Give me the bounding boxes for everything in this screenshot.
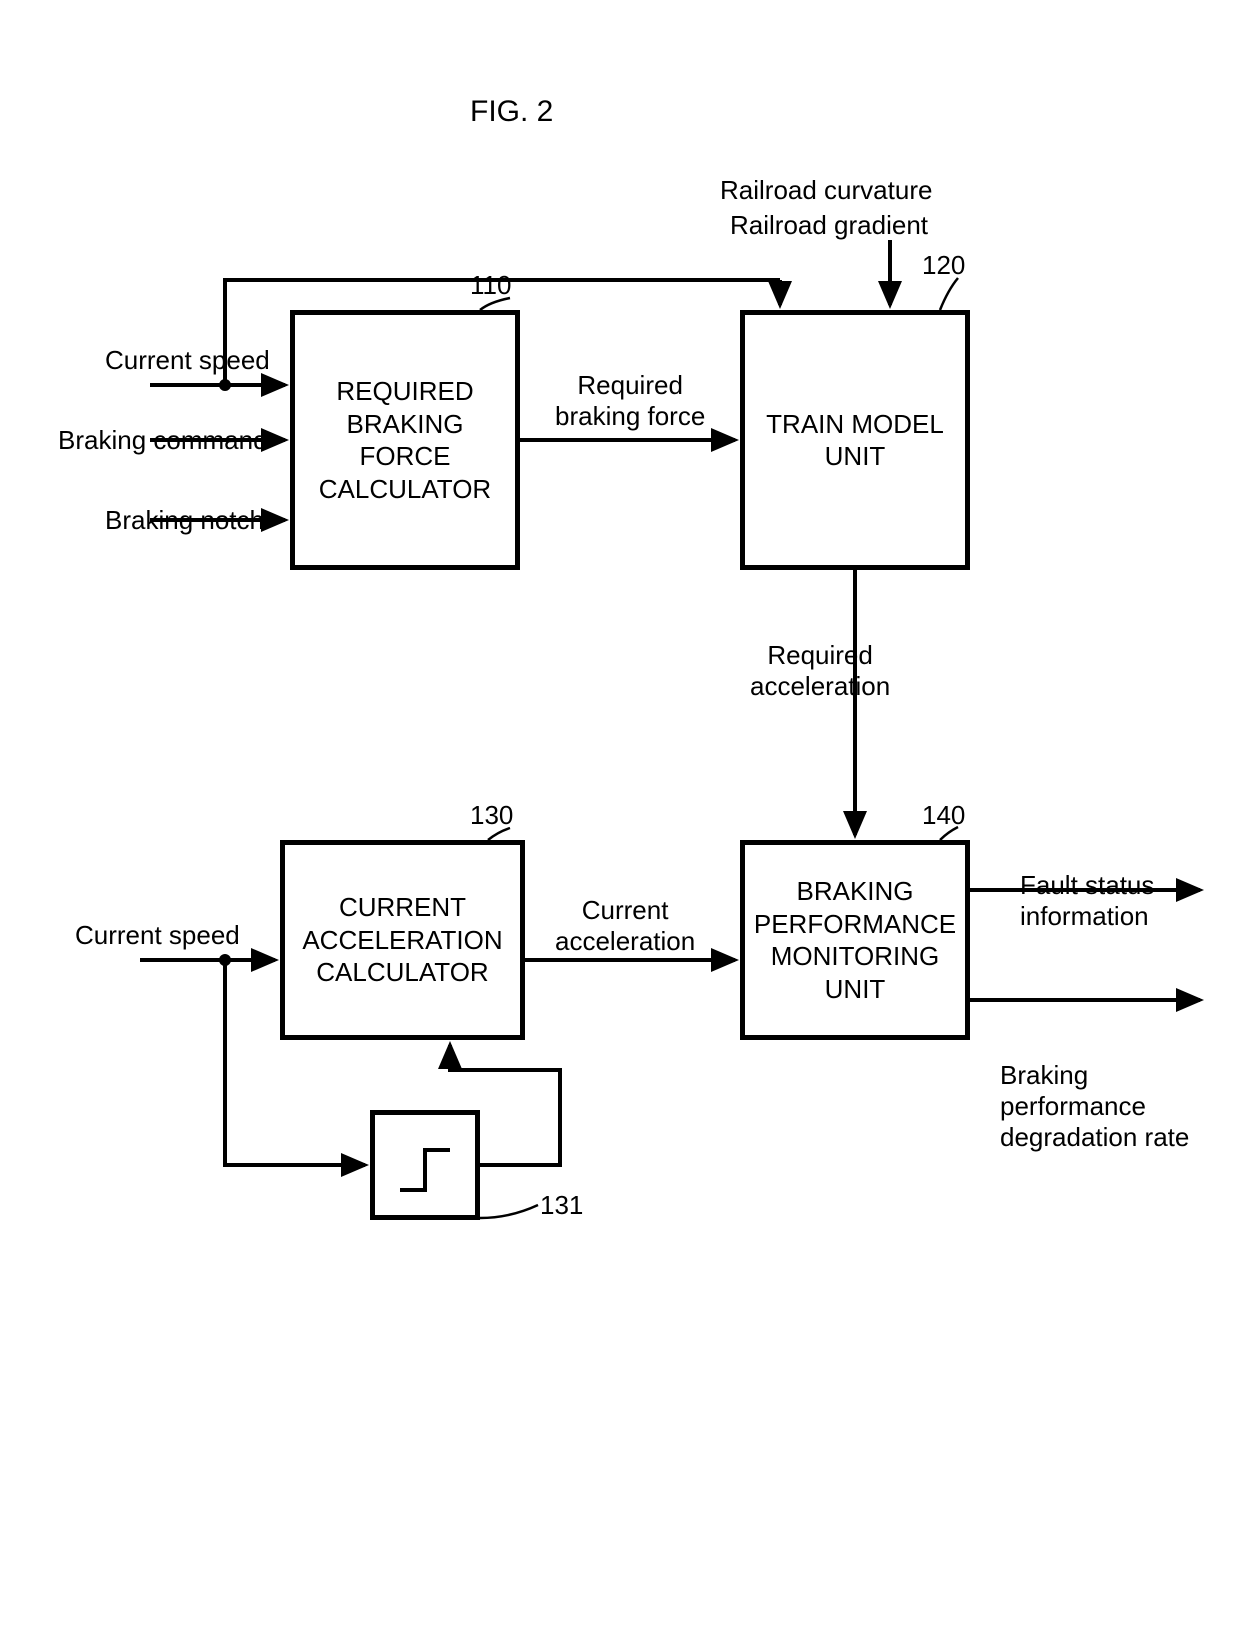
- label-railroad-curvature: Railroad curvature: [720, 175, 932, 206]
- diagram-page: FIG. 2 REQUIRED BRAKING FORCE CALCULATOR…: [0, 0, 1240, 1648]
- label-braking-notch: Braking notch: [105, 505, 264, 536]
- required-braking-force-calculator-box: REQUIRED BRAKING FORCE CALCULATOR: [290, 310, 520, 570]
- ref-130: 130: [470, 800, 513, 831]
- ref-140: 140: [922, 800, 965, 831]
- figure-title: FIG. 2: [470, 95, 553, 129]
- delay-icon: [395, 1135, 455, 1195]
- block-line: UNIT: [825, 440, 886, 473]
- label-required-acceleration: Required acceleration: [750, 640, 890, 702]
- label-line: Fault status: [1020, 870, 1154, 900]
- label-line: Required: [767, 640, 873, 670]
- block-line: CURRENT: [339, 891, 466, 924]
- block-line: CALCULATOR: [316, 956, 488, 989]
- block-line: ACCELERATION: [302, 924, 502, 957]
- label-line: degradation rate: [1000, 1122, 1189, 1152]
- label-line: braking force: [555, 401, 705, 431]
- delay-block-box: [370, 1110, 480, 1220]
- label-line: Current: [582, 895, 669, 925]
- block-line: BRAKING: [796, 875, 913, 908]
- label-current-speed-top: Current speed: [105, 345, 270, 376]
- ref-110: 110: [470, 270, 511, 301]
- block-line: UNIT: [825, 973, 886, 1006]
- label-railroad-gradient: Railroad gradient: [730, 210, 928, 241]
- current-acceleration-calculator-box: CURRENT ACCELERATION CALCULATOR: [280, 840, 525, 1040]
- label-required-braking-force: Required braking force: [555, 370, 705, 432]
- ref-131: 131: [540, 1190, 583, 1221]
- block-line: BRAKING: [346, 408, 463, 441]
- block-line: REQUIRED: [336, 375, 473, 408]
- block-line: PERFORMANCE: [754, 908, 956, 941]
- label-line: acceleration: [750, 671, 890, 701]
- node-current-speed-bottom: [219, 954, 231, 966]
- label-line: Required: [577, 370, 683, 400]
- label-braking-command: Braking command: [58, 425, 268, 456]
- block-line: CALCULATOR: [319, 473, 491, 506]
- leader-131: [480, 1205, 538, 1218]
- leader-120: [940, 278, 958, 310]
- label-current-acceleration: Current acceleration: [555, 895, 695, 957]
- block-line: TRAIN MODEL: [766, 408, 944, 441]
- label-line: Braking: [1000, 1060, 1088, 1090]
- label-braking-degradation: Braking performance degradation rate: [1000, 1060, 1189, 1154]
- node-current-speed: [219, 379, 231, 391]
- block-line: FORCE: [360, 440, 451, 473]
- train-model-unit-box: TRAIN MODEL UNIT: [740, 310, 970, 570]
- label-current-speed-bottom: Current speed: [75, 920, 240, 951]
- ref-120: 120: [922, 250, 965, 281]
- label-line: information: [1020, 901, 1149, 931]
- label-line: acceleration: [555, 926, 695, 956]
- connections-overlay: [0, 0, 1240, 1648]
- braking-performance-monitoring-unit-box: BRAKING PERFORMANCE MONITORING UNIT: [740, 840, 970, 1040]
- block-line: MONITORING: [771, 940, 940, 973]
- label-line: performance: [1000, 1091, 1146, 1121]
- label-fault-status: Fault status information: [1020, 870, 1154, 932]
